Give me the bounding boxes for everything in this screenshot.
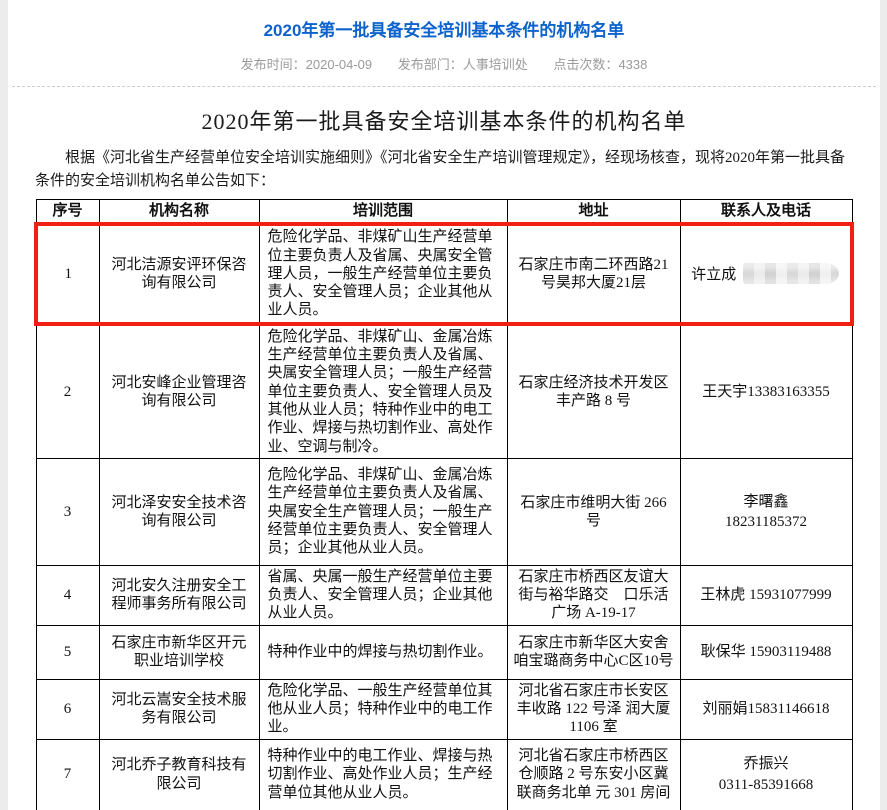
post-meta: 发布时间：2020-04-09 发布部门：人事培训处 点击次数：4338 <box>8 54 880 73</box>
cell-contact: 王天宇13383163355 <box>679 323 853 459</box>
cell-scope: 省属、央属一般生产经营单位主要负责人、安全管理人员；企业其他从业人员。 <box>258 564 508 626</box>
cell-no: 5 <box>35 624 100 680</box>
table-row: 5 石家庄市新华区开元职业培训学校 特种作业中的焊接与热切割作业。 石家庄市新华… <box>35 624 853 680</box>
header-contact: 联系人及电话 <box>679 199 853 225</box>
cell-name: 石家庄市新华区开元职业培训学校 <box>98 624 260 680</box>
cell-no: 2 <box>35 323 100 459</box>
cell-address: 石家庄市南二环西路21号昊邦大厦21层 <box>506 222 681 326</box>
table-row: 7 河北乔子教育科技有限公司 特种作业中的电工作业、焊接与热切割作业、高处作业人… <box>35 738 853 810</box>
cell-address: 石家庄市新华区大安舍咱宝璐商务中心C区10号 <box>506 624 681 680</box>
table-row: 4 河北安久注册安全工程师事务所有限公司 省属、央属一般生产经营单位主要负责人、… <box>35 564 853 626</box>
cell-scope: 危险化学品、非煤矿山生产经营单位主要负责人及省属、央属安全管理人员，一般生产经营… <box>258 222 508 326</box>
cell-address: 石家庄市维明大街 266 号 <box>506 457 681 566</box>
cell-contact: 李曙鑫 18231185372 <box>679 457 853 566</box>
cell-no: 3 <box>35 457 100 566</box>
dashed-divider <box>12 86 876 87</box>
table-row: 6 河北云嵩安全技术服务有限公司 危险化学品、一般生产经营单位其他从业人员；特种… <box>35 678 853 740</box>
cell-address: 河北省石家庄市长安区丰收路 122 号泽 润大厦 1106 室 <box>506 678 681 740</box>
document-heading: 2020年第一批具备安全培训基本条件的机构名单 <box>201 109 687 134</box>
cell-name: 河北泽安安全技术咨询有限公司 <box>98 457 260 566</box>
cell-no: 4 <box>35 564 100 626</box>
cell-scope: 危险化学品、非煤矿山、金属冶炼生产经营单位主要负责人及省属、央属安全生产管理人员… <box>258 457 508 566</box>
header-address: 地址 <box>506 199 681 225</box>
cell-address: 河北省石家庄市桥西区仓顺路 2 号东安小区冀联商务北单 元 301 房间 <box>506 738 681 810</box>
cell-scope: 危险化学品、一般生产经营单位其他从业人员；特种作业中的电工作业。 <box>258 678 508 740</box>
cell-scope: 危险化学品、非煤矿山、金属冶炼生产经营单位主要负责人及省属、央属安全管理人员；一… <box>258 323 508 459</box>
header-name: 机构名称 <box>98 199 260 225</box>
cell-address: 石家庄经济技术开发区丰产路 8 号 <box>506 323 681 459</box>
header-scope: 培训范围 <box>258 199 508 225</box>
contact-name: 许立成 <box>691 267 737 284</box>
cell-contact: 许立成 <box>679 222 854 326</box>
publish-dept: 发布部门：人事培训处 <box>397 57 528 72</box>
cell-name: 河北洁源安评环保咨询有限公司 <box>98 222 260 326</box>
cell-contact: 王林虎 15931077999 <box>679 564 853 626</box>
cell-name: 河北云嵩安全技术服务有限公司 <box>98 678 260 740</box>
intro-paragraph: 根据《河北省生产经营单位安全培训实施细则》《河北省安全生产培训管理规定》，经现场… <box>35 150 846 189</box>
contact-name: 李曙鑫 <box>743 493 789 510</box>
contact-name: 乔振兴 <box>743 756 789 773</box>
header-no: 序号 <box>35 199 100 225</box>
table-row-highlighted: 1 河北洁源安评环保咨询有限公司 危险化学品、非煤矿山生产经营单位主要负责人及省… <box>34 222 854 326</box>
redacted-phone-blur <box>743 263 840 285</box>
cell-contact: 乔振兴 0311-85391668 <box>679 738 853 810</box>
cell-name: 河北乔子教育科技有限公司 <box>98 738 260 810</box>
institutions-table: 序号 机构名称 培训范围 地址 联系人及电话 1 河北洁源安评环保咨询有限公司 … <box>34 199 854 810</box>
publish-time: 发布时间：2020-04-09 <box>240 57 373 72</box>
cell-no: 6 <box>35 678 100 740</box>
contact-phone: 18231185372 <box>725 513 807 530</box>
page-title: 2020年第一批具备安全培训基本条件的机构名单 <box>263 21 625 40</box>
cell-no: 7 <box>35 738 100 810</box>
cell-contact: 耿保华 15903119488 <box>679 624 853 680</box>
cell-name: 河北安峰企业管理咨询有限公司 <box>98 323 260 459</box>
table-row: 3 河北泽安安全技术咨询有限公司 危险化学品、非煤矿山、金属冶炼生产经营单位主要… <box>35 457 853 566</box>
cell-no: 1 <box>34 222 100 326</box>
table-header-row: 序号 机构名称 培训范围 地址 联系人及电话 <box>35 199 853 225</box>
cell-scope: 特种作业中的焊接与热切割作业。 <box>258 624 508 680</box>
cell-contact: 刘丽娟15831146618 <box>679 678 853 740</box>
contact-phone: 0311-85391668 <box>718 776 814 793</box>
table-row: 2 河北安峰企业管理咨询有限公司 危险化学品、非煤矿山、金属冶炼生产经营单位主要… <box>35 323 853 459</box>
click-count: 点击次数：4338 <box>553 57 648 72</box>
cell-name: 河北安久注册安全工程师事务所有限公司 <box>98 564 260 626</box>
cell-scope: 特种作业中的电工作业、焊接与热切割作业、高处作业人员；生产经营单位其他从业人员。 <box>258 738 508 810</box>
cell-address: 石家庄市桥西区友谊大街与裕华路交 口乐活广场 A-19-17 <box>506 564 681 626</box>
